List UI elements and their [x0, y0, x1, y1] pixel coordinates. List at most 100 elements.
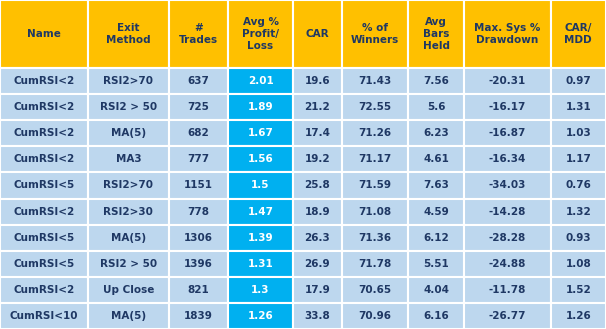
Text: 725: 725	[188, 102, 210, 112]
Bar	[88, 0, 169, 68]
Bar	[408, 225, 464, 251]
Text: MA(5): MA(5)	[111, 128, 146, 138]
Bar	[0, 277, 88, 303]
Text: 19.6: 19.6	[304, 76, 330, 86]
Text: -24.88: -24.88	[488, 259, 526, 269]
Text: 0.93: 0.93	[565, 233, 591, 243]
Bar	[293, 303, 342, 329]
Bar	[408, 172, 464, 198]
Text: CumRSI<5: CumRSI<5	[13, 180, 75, 190]
Text: RSI2>70: RSI2>70	[104, 180, 153, 190]
Bar	[228, 303, 293, 329]
Bar	[293, 94, 342, 120]
Text: 5.6: 5.6	[427, 102, 445, 112]
Bar	[342, 251, 408, 277]
Bar	[464, 68, 551, 94]
Text: CumRSI<2: CumRSI<2	[13, 128, 75, 138]
Bar	[228, 225, 293, 251]
Text: 1.26: 1.26	[565, 311, 591, 321]
Text: 1.03: 1.03	[565, 128, 591, 138]
Text: CAR/
MDD: CAR/ MDD	[564, 23, 592, 45]
Bar	[551, 198, 606, 225]
Text: CumRSI<2: CumRSI<2	[13, 102, 75, 112]
Bar	[0, 251, 88, 277]
Text: 682: 682	[188, 128, 210, 138]
Text: CumRSI<2: CumRSI<2	[13, 285, 75, 295]
Bar	[408, 146, 464, 172]
Text: -11.78: -11.78	[488, 285, 526, 295]
Bar	[342, 146, 408, 172]
Bar	[464, 198, 551, 225]
Bar	[342, 303, 408, 329]
Bar	[88, 225, 169, 251]
Text: 1.52: 1.52	[565, 285, 591, 295]
Bar	[228, 146, 293, 172]
Bar	[169, 0, 228, 68]
Bar	[88, 94, 169, 120]
Bar	[551, 277, 606, 303]
Bar	[169, 303, 228, 329]
Text: -14.28: -14.28	[488, 207, 526, 216]
Text: 25.8: 25.8	[304, 180, 330, 190]
Bar	[88, 303, 169, 329]
Bar	[169, 198, 228, 225]
Text: 4.61: 4.61	[423, 154, 449, 164]
Text: 1.08: 1.08	[565, 259, 591, 269]
Text: CumRSI<2: CumRSI<2	[13, 207, 75, 216]
Bar	[88, 251, 169, 277]
Text: Max. Sys %
Drawdown: Max. Sys % Drawdown	[474, 23, 541, 45]
Bar	[0, 172, 88, 198]
Text: Avg
Bars
Held: Avg Bars Held	[422, 17, 450, 51]
Text: CumRSI<2: CumRSI<2	[13, 76, 75, 86]
Bar	[169, 225, 228, 251]
Bar	[169, 277, 228, 303]
Text: 1306: 1306	[184, 233, 213, 243]
Text: 71.08: 71.08	[359, 207, 391, 216]
Bar	[228, 277, 293, 303]
Text: 33.8: 33.8	[304, 311, 330, 321]
Text: 71.43: 71.43	[358, 76, 391, 86]
Bar	[408, 0, 464, 68]
Bar	[551, 94, 606, 120]
Bar	[464, 225, 551, 251]
Bar	[169, 68, 228, 94]
Text: Avg %
Profit/
Loss: Avg % Profit/ Loss	[242, 17, 279, 51]
Bar	[464, 146, 551, 172]
Text: 1.32: 1.32	[565, 207, 591, 216]
Bar	[464, 94, 551, 120]
Text: 72.55: 72.55	[359, 102, 391, 112]
Text: 71.26: 71.26	[359, 128, 391, 138]
Text: CumRSI<10: CumRSI<10	[10, 311, 78, 321]
Text: 7.63: 7.63	[423, 180, 449, 190]
Text: 0.97: 0.97	[565, 76, 591, 86]
Text: -16.87: -16.87	[488, 128, 526, 138]
Text: 6.16: 6.16	[423, 311, 449, 321]
Bar	[464, 0, 551, 68]
Text: 4.04: 4.04	[423, 285, 449, 295]
Text: 26.9: 26.9	[304, 259, 330, 269]
Bar	[464, 172, 551, 198]
Bar	[88, 172, 169, 198]
Text: 1396: 1396	[184, 259, 213, 269]
Text: 1.67: 1.67	[248, 128, 273, 138]
Text: % of
Winners: % of Winners	[351, 23, 399, 45]
Text: 1.56: 1.56	[248, 154, 273, 164]
Text: 71.36: 71.36	[359, 233, 391, 243]
Bar	[551, 225, 606, 251]
Bar	[0, 225, 88, 251]
Text: 18.9: 18.9	[304, 207, 330, 216]
Bar	[464, 277, 551, 303]
Bar	[0, 94, 88, 120]
Bar	[0, 68, 88, 94]
Bar	[0, 146, 88, 172]
Text: 821: 821	[188, 285, 210, 295]
Bar	[293, 146, 342, 172]
Text: 71.17: 71.17	[358, 154, 391, 164]
Bar	[342, 198, 408, 225]
Text: CumRSI<2: CumRSI<2	[13, 154, 75, 164]
Bar	[228, 251, 293, 277]
Bar	[408, 120, 464, 146]
Bar	[342, 94, 408, 120]
Text: #
Trades: # Trades	[179, 23, 218, 45]
Bar	[342, 225, 408, 251]
